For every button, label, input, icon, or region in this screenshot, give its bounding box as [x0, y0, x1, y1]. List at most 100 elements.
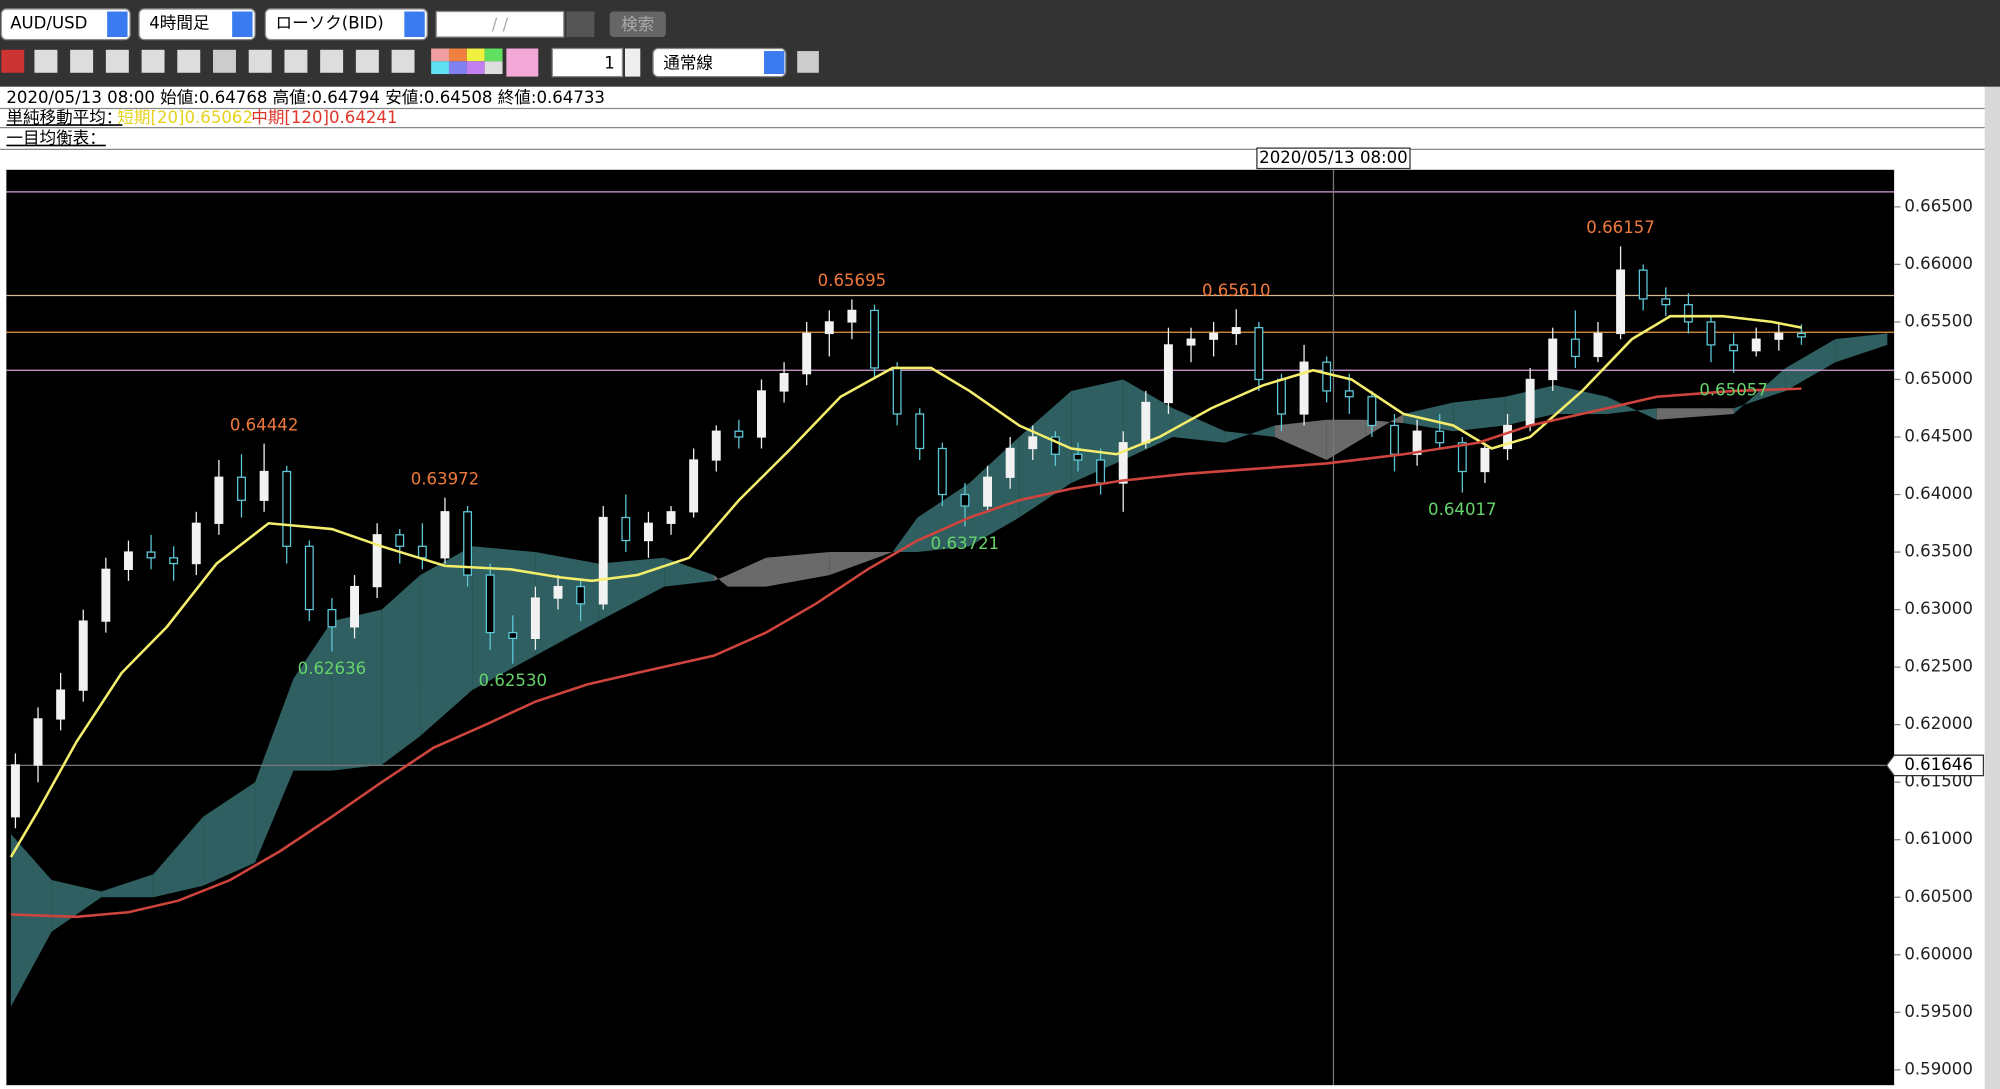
tool-icon[interactable] — [105, 49, 129, 73]
select-arrow — [107, 11, 128, 38]
cloud-segment — [1326, 419, 1366, 461]
cloud-segment — [727, 557, 767, 587]
cloud-segment — [10, 833, 52, 1007]
timeframe-select[interactable] — [138, 8, 256, 41]
tool-icon[interactable] — [248, 49, 272, 73]
extreme-label: 0.66157 — [1586, 218, 1655, 237]
search-button[interactable] — [609, 11, 666, 38]
date-input[interactable] — [435, 10, 565, 38]
timeframe: 4時間足 — [149, 14, 209, 33]
candle-body — [237, 476, 246, 501]
y-tick-label: 0.64000 — [1904, 484, 1973, 503]
tool-icon[interactable] — [1, 49, 25, 73]
candle-body — [508, 631, 518, 639]
candle-body — [1751, 338, 1761, 352]
candle-body — [463, 511, 473, 576]
date-drop[interactable] — [566, 11, 595, 38]
cloud-segment — [153, 816, 204, 898]
cloud-segment — [766, 552, 830, 587]
candle-body — [1231, 327, 1241, 335]
ichimoku-label: 一目均衡表： — [6, 129, 105, 148]
cloud-segment — [1835, 333, 1888, 363]
candle-body — [960, 493, 970, 507]
candle-body — [1005, 447, 1015, 478]
cloud-segment — [1019, 390, 1072, 518]
swatch[interactable] — [448, 48, 467, 62]
plot: 0.64442 0.62636 0.63972 0.62530 0.65695 0.637… — [6, 169, 1895, 1086]
price-axis: 0.59000 0.59500 0.60000 0.60500 0.61000 0.615… — [1885, 196, 1985, 1078]
candle-body — [485, 574, 495, 634]
swatch-selected[interactable] — [506, 48, 539, 77]
moving-average — [10, 387, 1802, 919]
y-tick-label: 0.62500 — [1904, 657, 1973, 676]
candle-body — [847, 309, 857, 323]
swatch[interactable] — [466, 48, 485, 62]
tool-icon[interactable] — [34, 49, 58, 73]
candle-body — [1457, 442, 1467, 473]
symbol-select[interactable] — [0, 8, 131, 41]
search-label: 検索 — [621, 15, 654, 34]
candle-body — [530, 597, 540, 639]
y-tick-label: 0.61500 — [1904, 772, 1973, 791]
candle-body — [417, 545, 427, 559]
candle-body — [1503, 424, 1513, 450]
cloud-segment — [1607, 396, 1657, 420]
cloud-segment — [420, 546, 473, 737]
tool-icon[interactable] — [141, 49, 165, 73]
candle-body — [1616, 269, 1626, 335]
candle-body — [802, 332, 812, 375]
line-style-select[interactable] — [652, 47, 787, 78]
candle-body — [1141, 401, 1151, 444]
cloud-segment — [1555, 385, 1608, 414]
swatch[interactable] — [431, 48, 449, 62]
swatch[interactable] — [431, 61, 449, 75]
tool-icon[interactable] — [355, 49, 379, 73]
sma-label: 単純移動平均： — [6, 108, 122, 127]
tool-icon[interactable] — [284, 49, 308, 73]
candle-body — [1774, 332, 1784, 340]
candle-body — [1480, 447, 1490, 473]
symbol: AUD/USD — [10, 14, 87, 33]
crosshair-y-box — [1885, 754, 1985, 777]
cloud-segment — [51, 880, 102, 932]
tool-icon[interactable] — [70, 49, 94, 73]
count-input[interactable] — [551, 47, 624, 78]
y-tick-label: 0.61000 — [1904, 829, 1973, 848]
cloud-segment — [714, 575, 728, 587]
line-style: 通常線 — [663, 53, 713, 72]
candle-body — [1412, 430, 1422, 455]
candle-body — [56, 689, 66, 720]
y-tick-label: 0.65000 — [1904, 369, 1973, 388]
extreme-label: 0.62530 — [479, 671, 548, 690]
cloud-segment — [1656, 408, 1734, 420]
swatch[interactable] — [484, 61, 503, 75]
moving-average — [9, 314, 1802, 858]
candle-body — [78, 620, 88, 691]
cloud-segment — [535, 552, 599, 656]
candle-body — [598, 516, 608, 605]
candle-body — [1186, 338, 1196, 346]
spinner[interactable] — [625, 48, 641, 77]
candle-body — [666, 511, 676, 524]
cloud-segment — [664, 557, 715, 587]
candle-body — [1367, 396, 1377, 427]
tool-icon[interactable] — [213, 49, 236, 73]
swatch[interactable] — [466, 61, 485, 75]
candle-body — [1163, 344, 1173, 404]
swatch[interactable] — [484, 48, 503, 62]
candle-body — [1299, 361, 1309, 415]
tool-icon[interactable] — [391, 49, 415, 73]
candle-body — [1209, 332, 1219, 340]
candle-body — [440, 511, 450, 559]
candle-body — [350, 585, 360, 628]
candle-body — [327, 608, 337, 628]
kind-select[interactable] — [264, 8, 428, 41]
tool-icon[interactable] — [797, 51, 819, 73]
candle-body — [711, 430, 721, 461]
swatch[interactable] — [448, 61, 467, 75]
count: 1 — [604, 53, 615, 72]
tool-icon[interactable] — [177, 49, 201, 73]
candle-body — [1548, 338, 1558, 381]
tool-icon[interactable] — [320, 49, 344, 73]
